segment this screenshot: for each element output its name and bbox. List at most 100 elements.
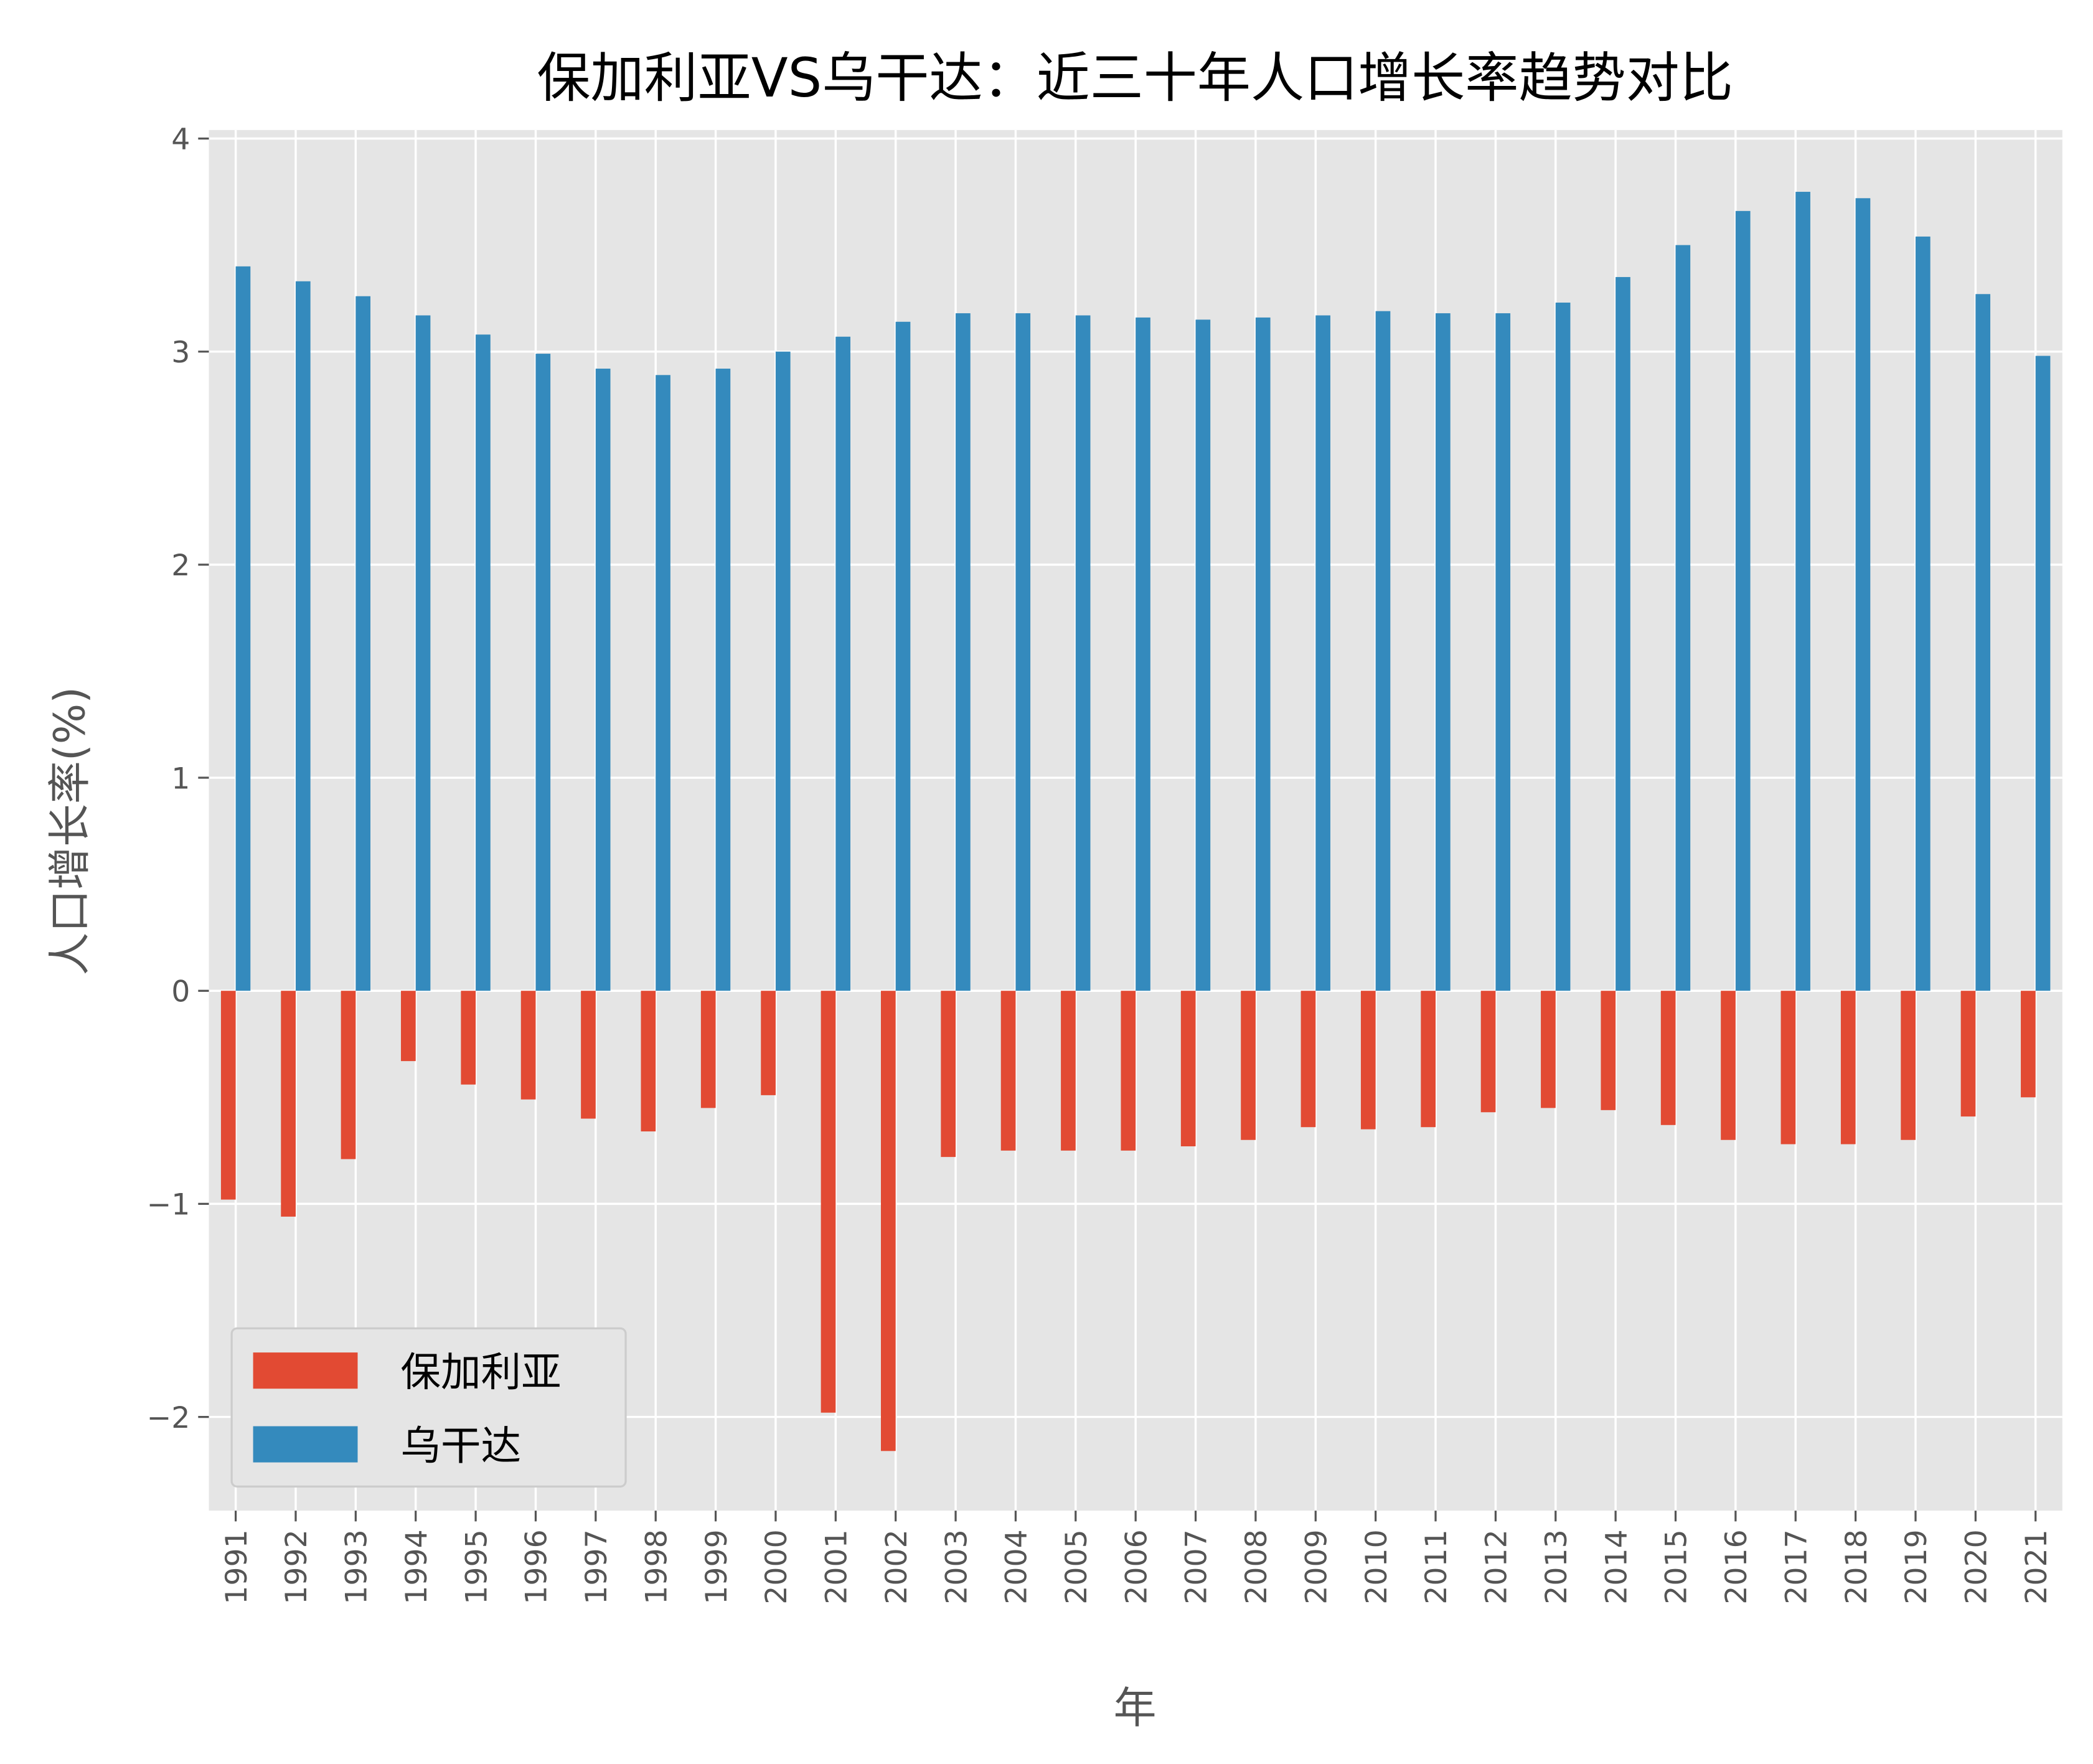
y-tick-label: 2 [171, 549, 190, 583]
y-axis-label: 人口增长率(%) [45, 687, 95, 976]
bar-bulgaria-2005 [1061, 991, 1076, 1151]
x-tick-label: 2013 [1540, 1529, 1574, 1605]
x-tick-label: 1995 [459, 1529, 494, 1605]
bar-uganda-1998 [656, 375, 670, 991]
x-tick-label: 2005 [1060, 1529, 1094, 1605]
bar-bulgaria-2003 [941, 991, 956, 1158]
x-tick-label: 2018 [1840, 1529, 1874, 1605]
bar-uganda-2020 [1975, 294, 1991, 991]
bar-bulgaria-2018 [1840, 991, 1856, 1144]
bar-bulgaria-2016 [1721, 991, 1736, 1140]
bar-uganda-2009 [1315, 315, 1330, 991]
bar-uganda-2011 [1436, 313, 1451, 991]
bar-bulgaria-1999 [700, 991, 716, 1108]
legend-label-bulgaria: 保加利亚 [400, 1349, 561, 1396]
legend-swatch-uganda [253, 1426, 358, 1463]
bar-bulgaria-2020 [1960, 991, 1976, 1117]
bar-bulgaria-1995 [461, 991, 476, 1085]
x-tick-label: 1999 [700, 1529, 734, 1605]
bar-uganda-1994 [415, 315, 431, 991]
bar-bulgaria-1992 [281, 991, 296, 1217]
bar-bulgaria-2009 [1300, 991, 1316, 1128]
bar-uganda-2004 [1015, 313, 1031, 991]
x-tick-label: 2019 [1899, 1529, 1934, 1605]
x-tick-label: 2010 [1360, 1529, 1394, 1605]
x-tick-label: 1998 [639, 1529, 674, 1605]
bar-bulgaria-2021 [2021, 991, 2036, 1098]
x-tick-label: 2021 [2020, 1529, 2054, 1605]
x-tick-label: 2011 [1419, 1529, 1454, 1605]
x-tick-label: 2003 [939, 1529, 974, 1605]
bar-bulgaria-2012 [1480, 991, 1496, 1113]
bar-bulgaria-1997 [581, 991, 596, 1119]
x-tick-label: 2015 [1660, 1529, 1694, 1605]
x-axis: 1991 1992 1993 1994 1995 1996 1997 1998 1999 2000… [220, 1511, 2054, 1605]
bar-uganda-1997 [595, 369, 611, 991]
y-tick-label: −2 [147, 1401, 190, 1435]
bar-bulgaria-2013 [1541, 991, 1556, 1108]
bar-bulgaria-2017 [1780, 991, 1796, 1144]
bar-uganda-2018 [1855, 198, 1871, 991]
bar-bulgaria-2006 [1121, 991, 1136, 1151]
bars [220, 192, 2051, 1451]
x-tick-label: 2020 [1960, 1529, 1994, 1605]
x-tick-label: 2007 [1180, 1529, 1214, 1605]
bar-uganda-2017 [1795, 192, 1810, 991]
x-tick-label: 2009 [1299, 1529, 1333, 1605]
bar-uganda-2008 [1255, 317, 1271, 991]
bar-uganda-2012 [1495, 313, 1511, 991]
bar-uganda-1992 [295, 281, 311, 991]
y-tick-label: 0 [171, 974, 190, 1009]
bar-bulgaria-1998 [641, 991, 656, 1132]
chart-title: 保加利亚VS乌干达：近三十年人口增长率趋势对比 [537, 47, 1733, 110]
bar-bulgaria-2019 [1901, 991, 1916, 1140]
y-tick-label: 3 [171, 336, 190, 370]
bar-uganda-2001 [835, 336, 850, 991]
x-tick-label: 2016 [1719, 1529, 1754, 1605]
legend: 保加利亚 乌干达 [230, 1327, 627, 1488]
bar-bulgaria-2002 [880, 991, 896, 1451]
bar-bulgaria-2004 [1000, 991, 1016, 1151]
bar-uganda-2015 [1675, 245, 1691, 991]
bar-bulgaria-2007 [1180, 991, 1196, 1147]
y-tick-label: 4 [171, 123, 190, 157]
x-tick-label: 1997 [580, 1529, 614, 1605]
x-tick-label: 2002 [880, 1529, 914, 1605]
bar-bulgaria-1996 [520, 991, 536, 1100]
y-tick-label: −1 [147, 1188, 190, 1222]
bar-uganda-2007 [1195, 319, 1211, 991]
bar-uganda-2010 [1375, 311, 1391, 991]
bar-bulgaria-2011 [1421, 991, 1436, 1128]
x-tick-label: 2004 [1000, 1529, 1034, 1605]
bar-uganda-1999 [715, 369, 731, 991]
x-tick-label: 1996 [520, 1529, 554, 1605]
x-tick-label: 2017 [1779, 1529, 1813, 1605]
x-tick-label: 2000 [760, 1529, 794, 1605]
bar-uganda-2014 [1616, 276, 1630, 991]
x-tick-label: 2014 [1599, 1529, 1634, 1605]
bar-uganda-2016 [1735, 210, 1751, 991]
bar-uganda-2013 [1555, 302, 1571, 991]
x-tick-label: 1994 [400, 1529, 434, 1605]
bar-bulgaria-2008 [1241, 991, 1256, 1140]
x-tick-label: 2006 [1119, 1529, 1154, 1605]
legend-label-uganda: 乌干达 [400, 1423, 521, 1469]
y-axis: −2 −1 0 1 2 3 4 [147, 123, 209, 1435]
x-tick-label: 1991 [220, 1529, 254, 1605]
y-tick-label: 1 [171, 762, 190, 796]
bar-uganda-2003 [956, 313, 971, 991]
bar-bulgaria-1994 [401, 991, 416, 1062]
x-tick-label: 1993 [340, 1529, 374, 1605]
bar-uganda-1991 [235, 266, 251, 991]
bar-uganda-2021 [2035, 356, 2051, 991]
bar-uganda-1995 [476, 334, 491, 991]
bar-uganda-1993 [355, 296, 371, 991]
bar-uganda-2006 [1136, 317, 1150, 991]
x-axis-label: 年 [1114, 1683, 1157, 1733]
bar-bulgaria-1991 [220, 991, 236, 1200]
bar-uganda-2000 [775, 351, 791, 991]
bar-uganda-2005 [1075, 315, 1091, 991]
bar-bulgaria-2001 [821, 991, 836, 1413]
x-tick-label: 2012 [1480, 1529, 1514, 1605]
